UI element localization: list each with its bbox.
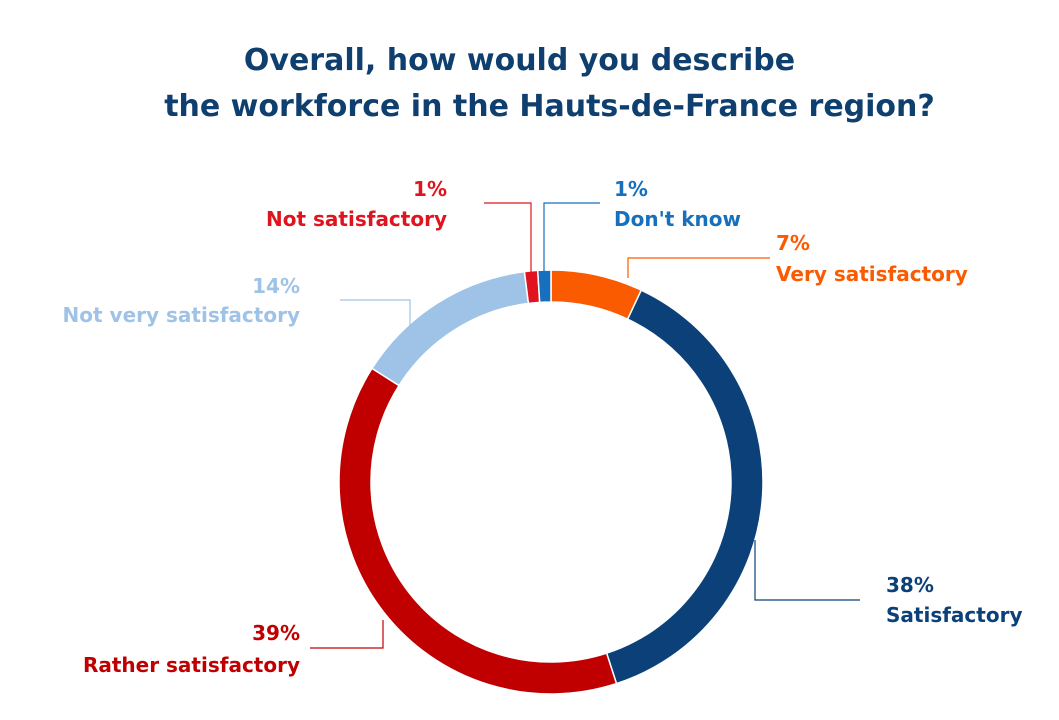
value-label-satisfactory: 38% [886, 573, 934, 597]
value-label-not-very-satisfactory: 14% [252, 274, 300, 298]
labels-layer: 7% Very satisfactory 38% Satisfactory 39% Rat… [63, 177, 1023, 677]
leader-line-very-satisfactory [627, 257, 770, 278]
category-label-satisfactory: Satisfactory [886, 603, 1022, 627]
leader-line-not-satisfactory [484, 202, 532, 272]
leader-line-not-very-satisfactory [340, 299, 411, 330]
slice-satisfactory [605, 289, 764, 685]
leader-line-satisfactory [754, 540, 860, 601]
slice-not-very-satisfactory [370, 270, 530, 387]
slice-don-t-know [536, 269, 552, 304]
slices-layer [338, 269, 764, 695]
category-label-don-t-know: Don't know [614, 207, 741, 231]
chart-title-line-1: Overall, how would you describe [243, 43, 796, 78]
chart-title-line-2: the workforce in the Hauts-de-France reg… [164, 89, 935, 124]
category-label-rather-satisfactory: Rather satisfactory [83, 653, 300, 677]
leader-line-rather-satisfactory [310, 620, 384, 649]
chart-title: Overall, how would you describe the work… [0, 38, 1059, 130]
value-label-don-t-know: 1% [614, 177, 648, 201]
value-label-rather-satisfactory: 39% [252, 621, 300, 645]
category-label-not-satisfactory: Not satisfactory [266, 207, 447, 231]
leader-lines-layer [310, 202, 860, 649]
category-label-very-satisfactory: Very satisfactory [776, 262, 968, 286]
leader-line-don-t-know [543, 202, 600, 272]
category-label-not-very-satisfactory: Not very satisfactory [63, 303, 300, 327]
slice-rather-satisfactory [338, 367, 618, 695]
value-label-very-satisfactory: 7% [776, 231, 810, 255]
value-label-not-satisfactory: 1% [413, 177, 447, 201]
